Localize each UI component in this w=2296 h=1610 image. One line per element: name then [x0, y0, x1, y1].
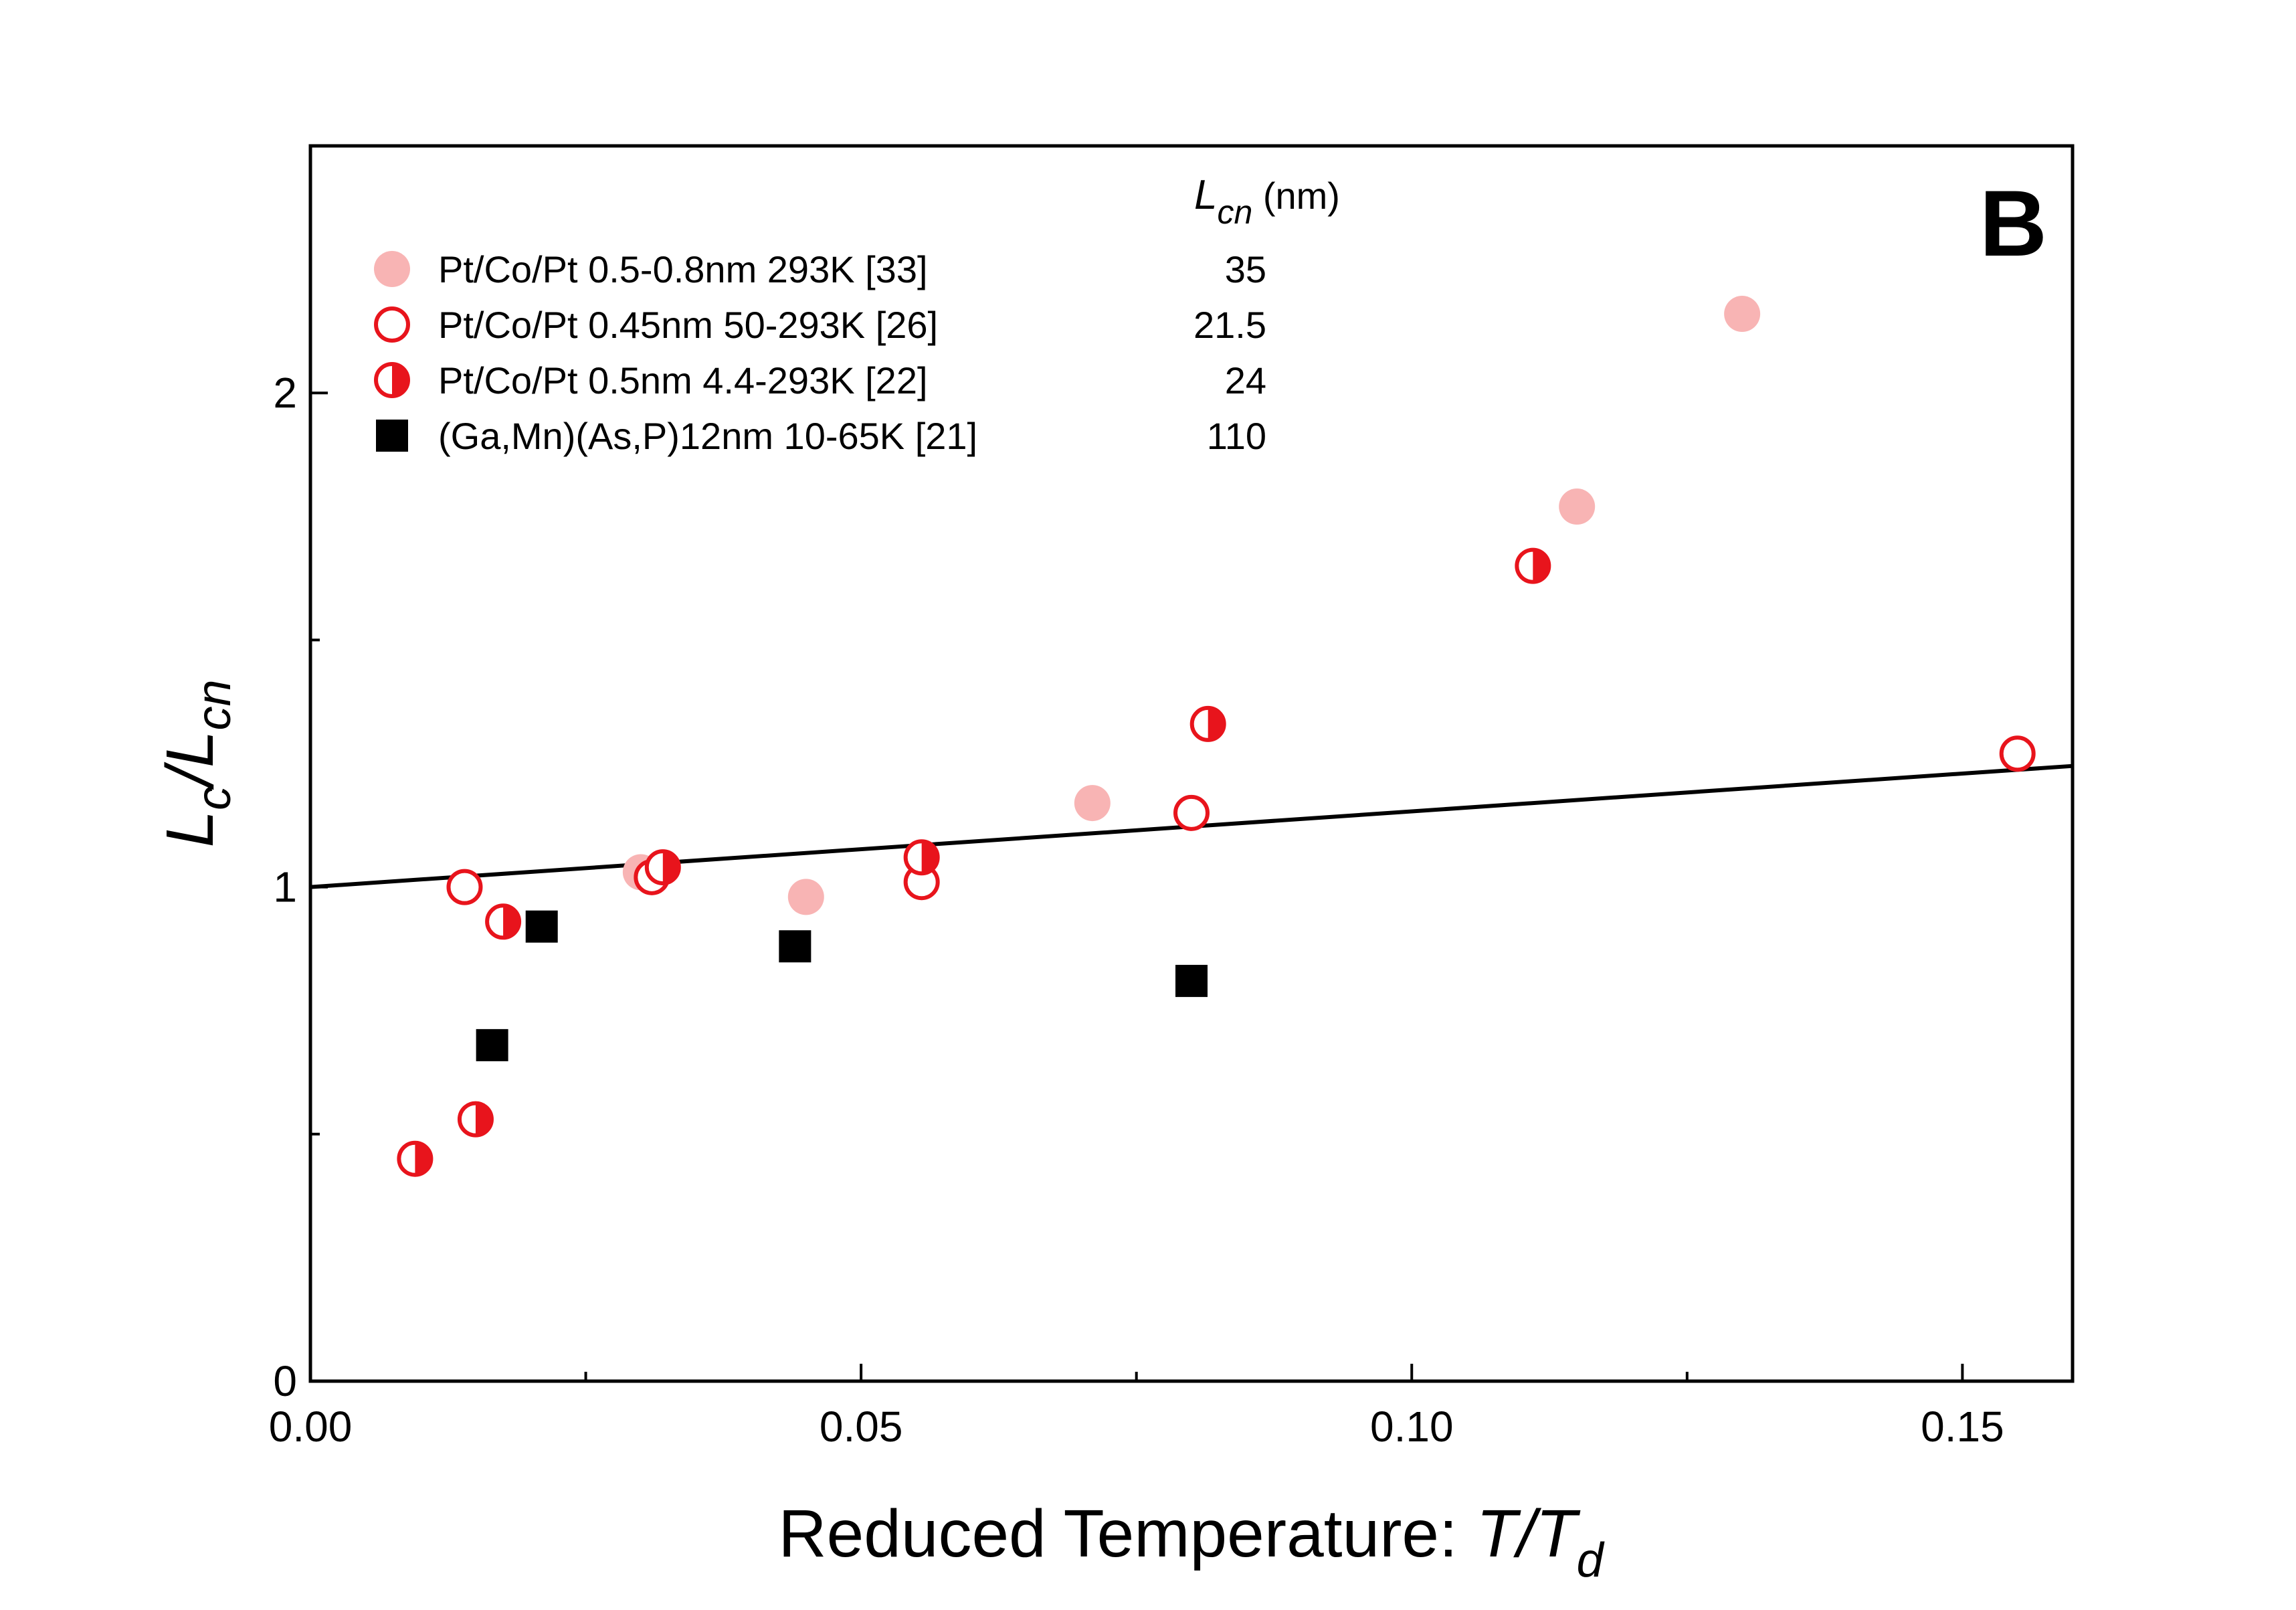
- marker-shape: [446, 869, 483, 905]
- panel-label: B: [1980, 171, 2047, 276]
- data-point: [1559, 488, 1596, 525]
- marker-fill: [475, 1103, 492, 1136]
- marker-fill: [1208, 707, 1224, 740]
- legend-header: Lcn (nm): [1194, 172, 1340, 231]
- marker-shape: [476, 1028, 508, 1061]
- y-tick-label: 0: [273, 1357, 297, 1405]
- y-title-sub: c: [187, 786, 241, 810]
- legend-header-var: L: [1194, 172, 1217, 218]
- legend-label: Pt/Co/Pt 0.5nm 4.4-293K [22]: [438, 359, 928, 401]
- legend-lcn-value: 110: [1207, 415, 1266, 457]
- marker-shape: [1999, 735, 2036, 772]
- x-title-sub: d: [1577, 1534, 1605, 1587]
- marker-shape: [779, 930, 811, 963]
- x-title-var: T: [1476, 1496, 1521, 1571]
- plot-frame: [308, 144, 2075, 1383]
- data-point: [787, 879, 824, 915]
- legend-lcn-value: 35: [1225, 248, 1266, 290]
- x-tick-label: 0.10: [1370, 1403, 1454, 1451]
- data-point: [779, 930, 811, 963]
- legend-label: Pt/Co/Pt 0.5-0.8nm 293K [33]: [438, 248, 928, 290]
- marker-shape: [374, 306, 410, 343]
- y-axis-title: Lc/Lcn: [153, 679, 241, 847]
- legend-lcn-value: 24: [1225, 359, 1266, 401]
- data-point: [525, 910, 558, 943]
- data-point: [476, 1028, 508, 1061]
- marker-shape: [1175, 964, 1208, 997]
- legend-row: Pt/Co/Pt 0.45nm 50-293K [26] 21.5: [374, 304, 1266, 346]
- data-point: [446, 869, 483, 905]
- axis-ticks: 0.00 0.05 0.10 0.15 0 1 2: [269, 369, 2004, 1451]
- data-point: [397, 1140, 434, 1177]
- y-tick-label: 1: [273, 863, 297, 911]
- legend-lcn-value: 21.5: [1193, 304, 1266, 346]
- data-point: [1175, 964, 1208, 997]
- data-point: [1999, 735, 2036, 772]
- data-point: [457, 1101, 494, 1138]
- legend: Lcn (nm) Pt/Co/Pt 0.5-0.8nm 293K [33] 35P…: [374, 172, 1340, 457]
- legend-row: Pt/Co/Pt 0.5nm 4.4-293K [22] 24: [374, 359, 1266, 401]
- marker-fill: [921, 841, 938, 874]
- marker-fill: [392, 364, 408, 396]
- y-title-sub2: cn: [187, 679, 241, 730]
- legend-label: Pt/Co/Pt 0.45nm 50-293K [26]: [438, 304, 938, 346]
- x-tick-label: 0.00: [269, 1403, 353, 1451]
- marker-shape: [1074, 785, 1111, 822]
- x-tick-label: 0.05: [820, 1403, 903, 1451]
- x-axis-title: Reduced Temperature: T/Td: [778, 1496, 1604, 1587]
- marker-shape: [525, 910, 558, 943]
- data-point: [1515, 547, 1551, 584]
- y-title-var: L: [153, 810, 227, 848]
- data-points: [397, 296, 2036, 1177]
- marker-shape: [787, 879, 824, 915]
- plot-area: [308, 144, 2075, 1383]
- series-2: [397, 547, 1551, 1177]
- marker-shape: [376, 420, 408, 452]
- x-title-text: Reduced Temperature:: [778, 1496, 1476, 1571]
- data-point: [644, 849, 681, 886]
- data-point: [1173, 794, 1210, 831]
- marker-fill: [503, 905, 520, 938]
- y-title-var2: L: [153, 731, 227, 768]
- x-title-var2: T: [1535, 1496, 1580, 1571]
- marker-shape: [1724, 296, 1761, 333]
- data-point: [485, 903, 522, 940]
- legend-marker: [374, 251, 410, 287]
- legend-label: (Ga,Mn)(As,P)12nm 10-65K [21]: [438, 415, 977, 457]
- data-point: [1189, 705, 1226, 742]
- marker-shape: [1173, 794, 1210, 831]
- marker-shape: [1559, 488, 1596, 525]
- series-3: [476, 910, 1208, 1061]
- marker-fill: [415, 1142, 432, 1175]
- legend-row: (Ga,Mn)(As,P)12nm 10-65K [21] 110: [376, 415, 1266, 457]
- legend-header-unit: (nm): [1252, 175, 1340, 217]
- y-tick-label: 2: [273, 369, 297, 417]
- legend-marker: [376, 420, 408, 452]
- data-point: [1724, 296, 1761, 333]
- marker-fill: [662, 851, 679, 884]
- series-0: [622, 296, 1761, 915]
- legend-marker: [374, 362, 410, 398]
- marker-fill: [1533, 549, 1549, 582]
- data-point: [1074, 785, 1111, 822]
- data-point: [903, 839, 940, 876]
- legend-header-sub: cn: [1217, 193, 1252, 231]
- marker-shape: [374, 251, 410, 287]
- legend-row: Pt/Co/Pt 0.5-0.8nm 293K [33] 35: [374, 248, 1266, 290]
- series-1: [446, 735, 2036, 905]
- x-tick-label: 0.15: [1921, 1403, 2004, 1451]
- legend-marker: [374, 306, 410, 343]
